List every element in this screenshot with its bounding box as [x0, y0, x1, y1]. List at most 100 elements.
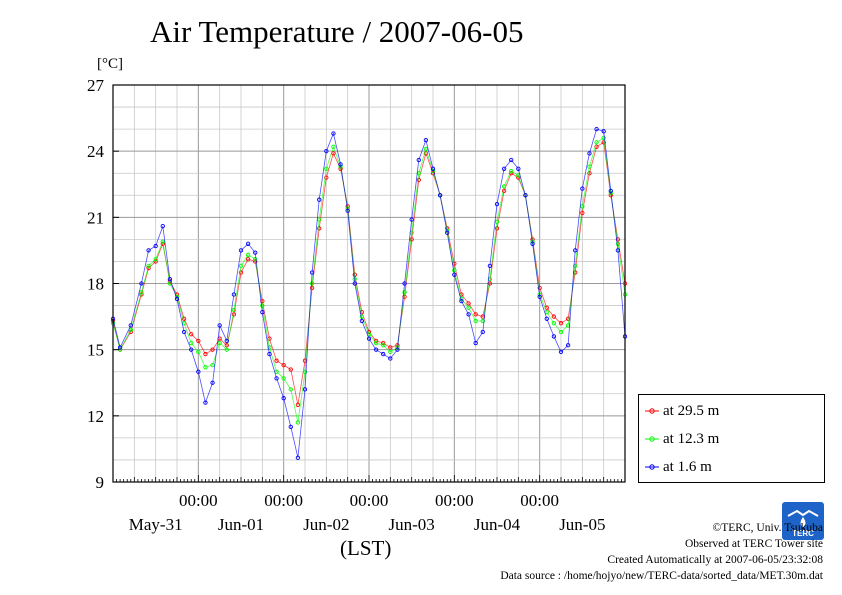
data-point-0: [501, 188, 507, 194]
data-point-2: [196, 369, 201, 374]
data-point-0: [231, 312, 237, 317]
data-point-0: [317, 226, 322, 231]
y-tick-label: 21: [87, 208, 104, 227]
time-tick-label: 00:00: [179, 491, 218, 510]
data-point-0: [274, 358, 279, 363]
data-point-0: [473, 312, 478, 317]
data-point-1: [217, 340, 222, 346]
time-tick-label: 00:00: [350, 491, 389, 510]
data-point-2: [324, 149, 329, 154]
data-point-2: [210, 380, 215, 385]
data-point-2: [594, 126, 599, 132]
y-tick-label: 18: [87, 275, 104, 294]
data-point-0: [381, 340, 386, 346]
data-point-2: [430, 166, 436, 171]
logo-drop: [800, 517, 806, 527]
data-point-2: [117, 345, 123, 350]
date-label: Jun-03: [389, 515, 435, 534]
data-point-0: [288, 367, 293, 372]
data-point-1: [373, 340, 379, 346]
data-point-2: [381, 351, 386, 357]
grid-lines: [113, 85, 625, 482]
data-point-1: [601, 135, 606, 141]
y-tick-label: 15: [87, 341, 104, 360]
logo-text: TERC: [792, 529, 814, 538]
data-point-0: [281, 362, 286, 368]
data-point-0: [324, 175, 329, 180]
data-point-0: [587, 171, 592, 176]
data-point-0: [388, 345, 393, 350]
data-point-1: [189, 340, 194, 346]
data-point-0: [196, 338, 201, 343]
data-point-1: [331, 144, 336, 149]
data-point-0: [416, 177, 421, 182]
time-tick-label: 00:00: [435, 491, 474, 510]
data-point-2: [516, 166, 521, 171]
data-point-0: [224, 343, 229, 348]
data-point-2: [359, 318, 365, 324]
data-point-0: [331, 151, 336, 156]
date-label: Jun-01: [218, 515, 264, 534]
data-point-2: [128, 323, 133, 328]
data-point-2: [409, 217, 414, 222]
data-point-2: [146, 248, 151, 253]
data-point-2: [217, 323, 222, 328]
data-point-1: [573, 263, 578, 269]
data-point-2: [523, 193, 528, 198]
data-point-2: [352, 281, 357, 286]
axis-labels: 9 12 15 18 21 24 27 00:00 00:00 00:00 00:00 00:00 Ma…: [87, 76, 605, 534]
data-point-2: [345, 208, 350, 213]
data-point-0: [203, 351, 208, 357]
data-point-1: [210, 362, 215, 368]
data-point-2: [181, 329, 187, 335]
data-point-1: [501, 184, 507, 189]
data-point-1: [302, 369, 308, 374]
data-point-1: [388, 349, 393, 355]
data-point-1: [196, 349, 201, 355]
y-tick-label: 24: [87, 142, 105, 161]
data-point-0: [537, 285, 542, 291]
legend-marker-12m: [645, 436, 659, 442]
data-point-2: [509, 157, 514, 163]
data-point-0: [181, 316, 187, 321]
date-label: Jun-05: [559, 515, 605, 534]
data-point-1: [587, 164, 592, 169]
data-point-1: [267, 345, 272, 350]
data-point-2: [473, 340, 478, 346]
data-point-2: [487, 263, 493, 269]
data-point-1: [203, 365, 208, 370]
legend-label-12m: at 12.3 m: [663, 430, 720, 447]
credits: ©TERC, Univ. Tsukuba Observed at TERC To…: [500, 520, 823, 584]
data-point-2: [608, 188, 613, 194]
chart-title: Air Temperature / 2007-06-05: [150, 14, 524, 49]
data-point-2: [245, 241, 251, 246]
data-point-2: [402, 281, 407, 286]
data-point-1: [231, 307, 237, 313]
data-point-2: [189, 347, 194, 352]
observed-text: Observed at TERC Tower site: [684, 538, 823, 550]
data-point-0: [551, 314, 557, 319]
data-point-2: [580, 186, 585, 191]
y-tick-label: 9: [96, 473, 105, 492]
time-tick-label: 00:00: [520, 491, 559, 510]
data-point-2: [231, 292, 237, 297]
data-point-0: [580, 210, 585, 216]
data-point-1: [238, 263, 244, 269]
date-label: Jun-04: [474, 515, 521, 534]
data-point-2: [167, 276, 173, 282]
data-point-2: [558, 349, 564, 355]
data-point-1: [260, 303, 265, 308]
data-point-1: [324, 166, 329, 171]
data-point-1: [288, 387, 293, 392]
data-point-0: [295, 402, 301, 407]
created-text: Created Automatically at 2007-06-05/23:3…: [607, 554, 823, 566]
data-point-2: [466, 312, 471, 317]
data-point-2: [587, 151, 592, 156]
data-point-1: [381, 343, 386, 348]
legend-marker-1m: [645, 464, 659, 470]
data-point-0: [409, 237, 414, 242]
series-layer: [110, 126, 628, 460]
data-point-1: [594, 140, 599, 145]
legend-marker-29m: [645, 408, 659, 414]
